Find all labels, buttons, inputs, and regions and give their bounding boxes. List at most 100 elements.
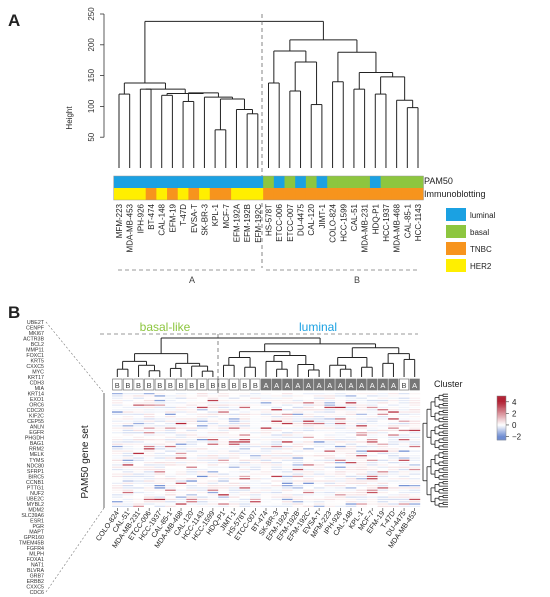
cluster-cell-label: B	[168, 381, 173, 390]
heatmap-cell	[218, 404, 230, 406]
cluster-cell	[324, 378, 335, 391]
immunoblotting-cell	[156, 188, 168, 200]
heatmap-cell	[281, 420, 293, 422]
heatmap-cell	[303, 395, 314, 397]
heatmap-cell	[281, 418, 293, 420]
heatmap-cell	[196, 443, 208, 445]
heatmap-cell	[218, 505, 230, 507]
heatmap-cell	[122, 393, 134, 395]
gene-label: MYBL2	[27, 502, 44, 508]
legend-swatch	[446, 259, 466, 272]
heatmap-cell	[292, 482, 304, 484]
heatmap-cell	[377, 498, 389, 501]
pam50-cell	[145, 176, 157, 188]
heatmap-cell	[409, 485, 421, 487]
heatmap-cell	[356, 406, 368, 409]
heatmap-cell	[281, 452, 293, 455]
gene-set-axis-title: PAM50 gene set	[80, 425, 91, 498]
heatmap-cell	[175, 457, 187, 459]
heatmap-cell	[250, 505, 261, 507]
color-scale-tick-label: 0	[512, 421, 517, 430]
heatmap-cell	[324, 487, 336, 489]
heatmap-cell	[398, 489, 410, 491]
heatmap-cell	[143, 450, 155, 452]
heatmap-cell	[218, 441, 230, 443]
heatmap-cell	[324, 425, 336, 427]
heatmap-cell	[345, 496, 357, 498]
heatmap-cell	[313, 418, 325, 420]
heatmap-cell	[239, 468, 251, 471]
heatmap-cell	[112, 503, 123, 505]
heatmap-cell	[133, 395, 145, 397]
heatmap-cell	[133, 482, 145, 484]
heatmap-cell	[196, 436, 208, 438]
gene-label: MELK	[30, 452, 45, 458]
sample-label: EFM-19	[168, 203, 177, 232]
heatmap-cell	[133, 491, 145, 494]
heatmap-cell	[239, 404, 251, 406]
heatmap-cell	[133, 418, 145, 420]
heatmap-cell	[133, 393, 145, 395]
heatmap-cell	[186, 452, 198, 455]
row-dendrogram	[422, 393, 448, 508]
heatmap-cell	[186, 439, 198, 441]
heatmap-cell	[292, 496, 304, 498]
height-tick-label: 200	[87, 38, 96, 52]
basal-like-title: basal-like	[140, 320, 191, 334]
heatmap-cell	[345, 450, 357, 452]
heatmap-cell	[250, 466, 261, 468]
heatmap-cell	[313, 491, 325, 494]
heatmap-cell	[143, 478, 155, 480]
color-scale-step	[497, 397, 506, 399]
heatmap-cell	[271, 478, 283, 480]
heatmap-cell	[165, 409, 176, 411]
heatmap-cell	[207, 489, 219, 491]
gene-label: PTTG1	[27, 485, 44, 491]
cluster-cell	[345, 378, 357, 391]
heatmap-cell	[143, 489, 155, 491]
heatmap-cell	[250, 487, 261, 489]
heatmap-cell	[122, 413, 134, 415]
heatmap-cell	[218, 480, 230, 482]
immunoblotting-cell	[220, 188, 232, 200]
cluster-cell	[133, 378, 144, 391]
luminal-title: luminal	[299, 320, 337, 334]
heatmap-cell	[154, 485, 166, 487]
heatmap-cell	[292, 491, 304, 494]
heatmap-cell	[345, 395, 357, 397]
heatmap-cell	[186, 429, 198, 432]
heatmap-cell	[143, 416, 155, 418]
heatmap-cell	[260, 494, 272, 496]
heatmap-cell	[196, 434, 208, 436]
heatmap-cell	[186, 498, 198, 501]
immunoblotting-cell	[199, 188, 211, 200]
heatmap-cell	[218, 468, 230, 471]
heatmap-cell	[260, 418, 272, 420]
heatmap-cell	[250, 439, 261, 441]
heatmap-cell	[122, 485, 134, 487]
heatmap-cell	[154, 475, 166, 478]
heatmap-cell	[260, 473, 272, 475]
heatmap-cell	[345, 452, 357, 455]
panel-b-letter: B	[8, 303, 20, 322]
heatmap-cell	[122, 425, 134, 427]
heatmap-cell	[218, 420, 230, 422]
heatmap-cell	[345, 489, 357, 491]
heatmap-cell	[165, 439, 176, 441]
heatmap-cell	[239, 496, 251, 498]
heatmap-cell	[345, 416, 357, 418]
heatmap-cell	[377, 480, 389, 482]
gene-label: CXXC5	[26, 584, 44, 590]
immunoblotting-cell	[252, 188, 264, 200]
heatmap-cell	[281, 450, 293, 452]
sample-label: ETCC-007	[286, 203, 295, 241]
heatmap-cell	[239, 416, 251, 418]
heatmap-cell	[122, 448, 134, 450]
heatmap-cell	[335, 482, 346, 484]
cluster-cell-label: B	[189, 381, 194, 390]
heatmap-cell	[133, 443, 145, 445]
heatmap-cell	[228, 413, 240, 415]
heatmap-cell	[228, 468, 240, 471]
heatmap-cell	[228, 473, 240, 475]
heatmap-cell	[207, 422, 219, 425]
